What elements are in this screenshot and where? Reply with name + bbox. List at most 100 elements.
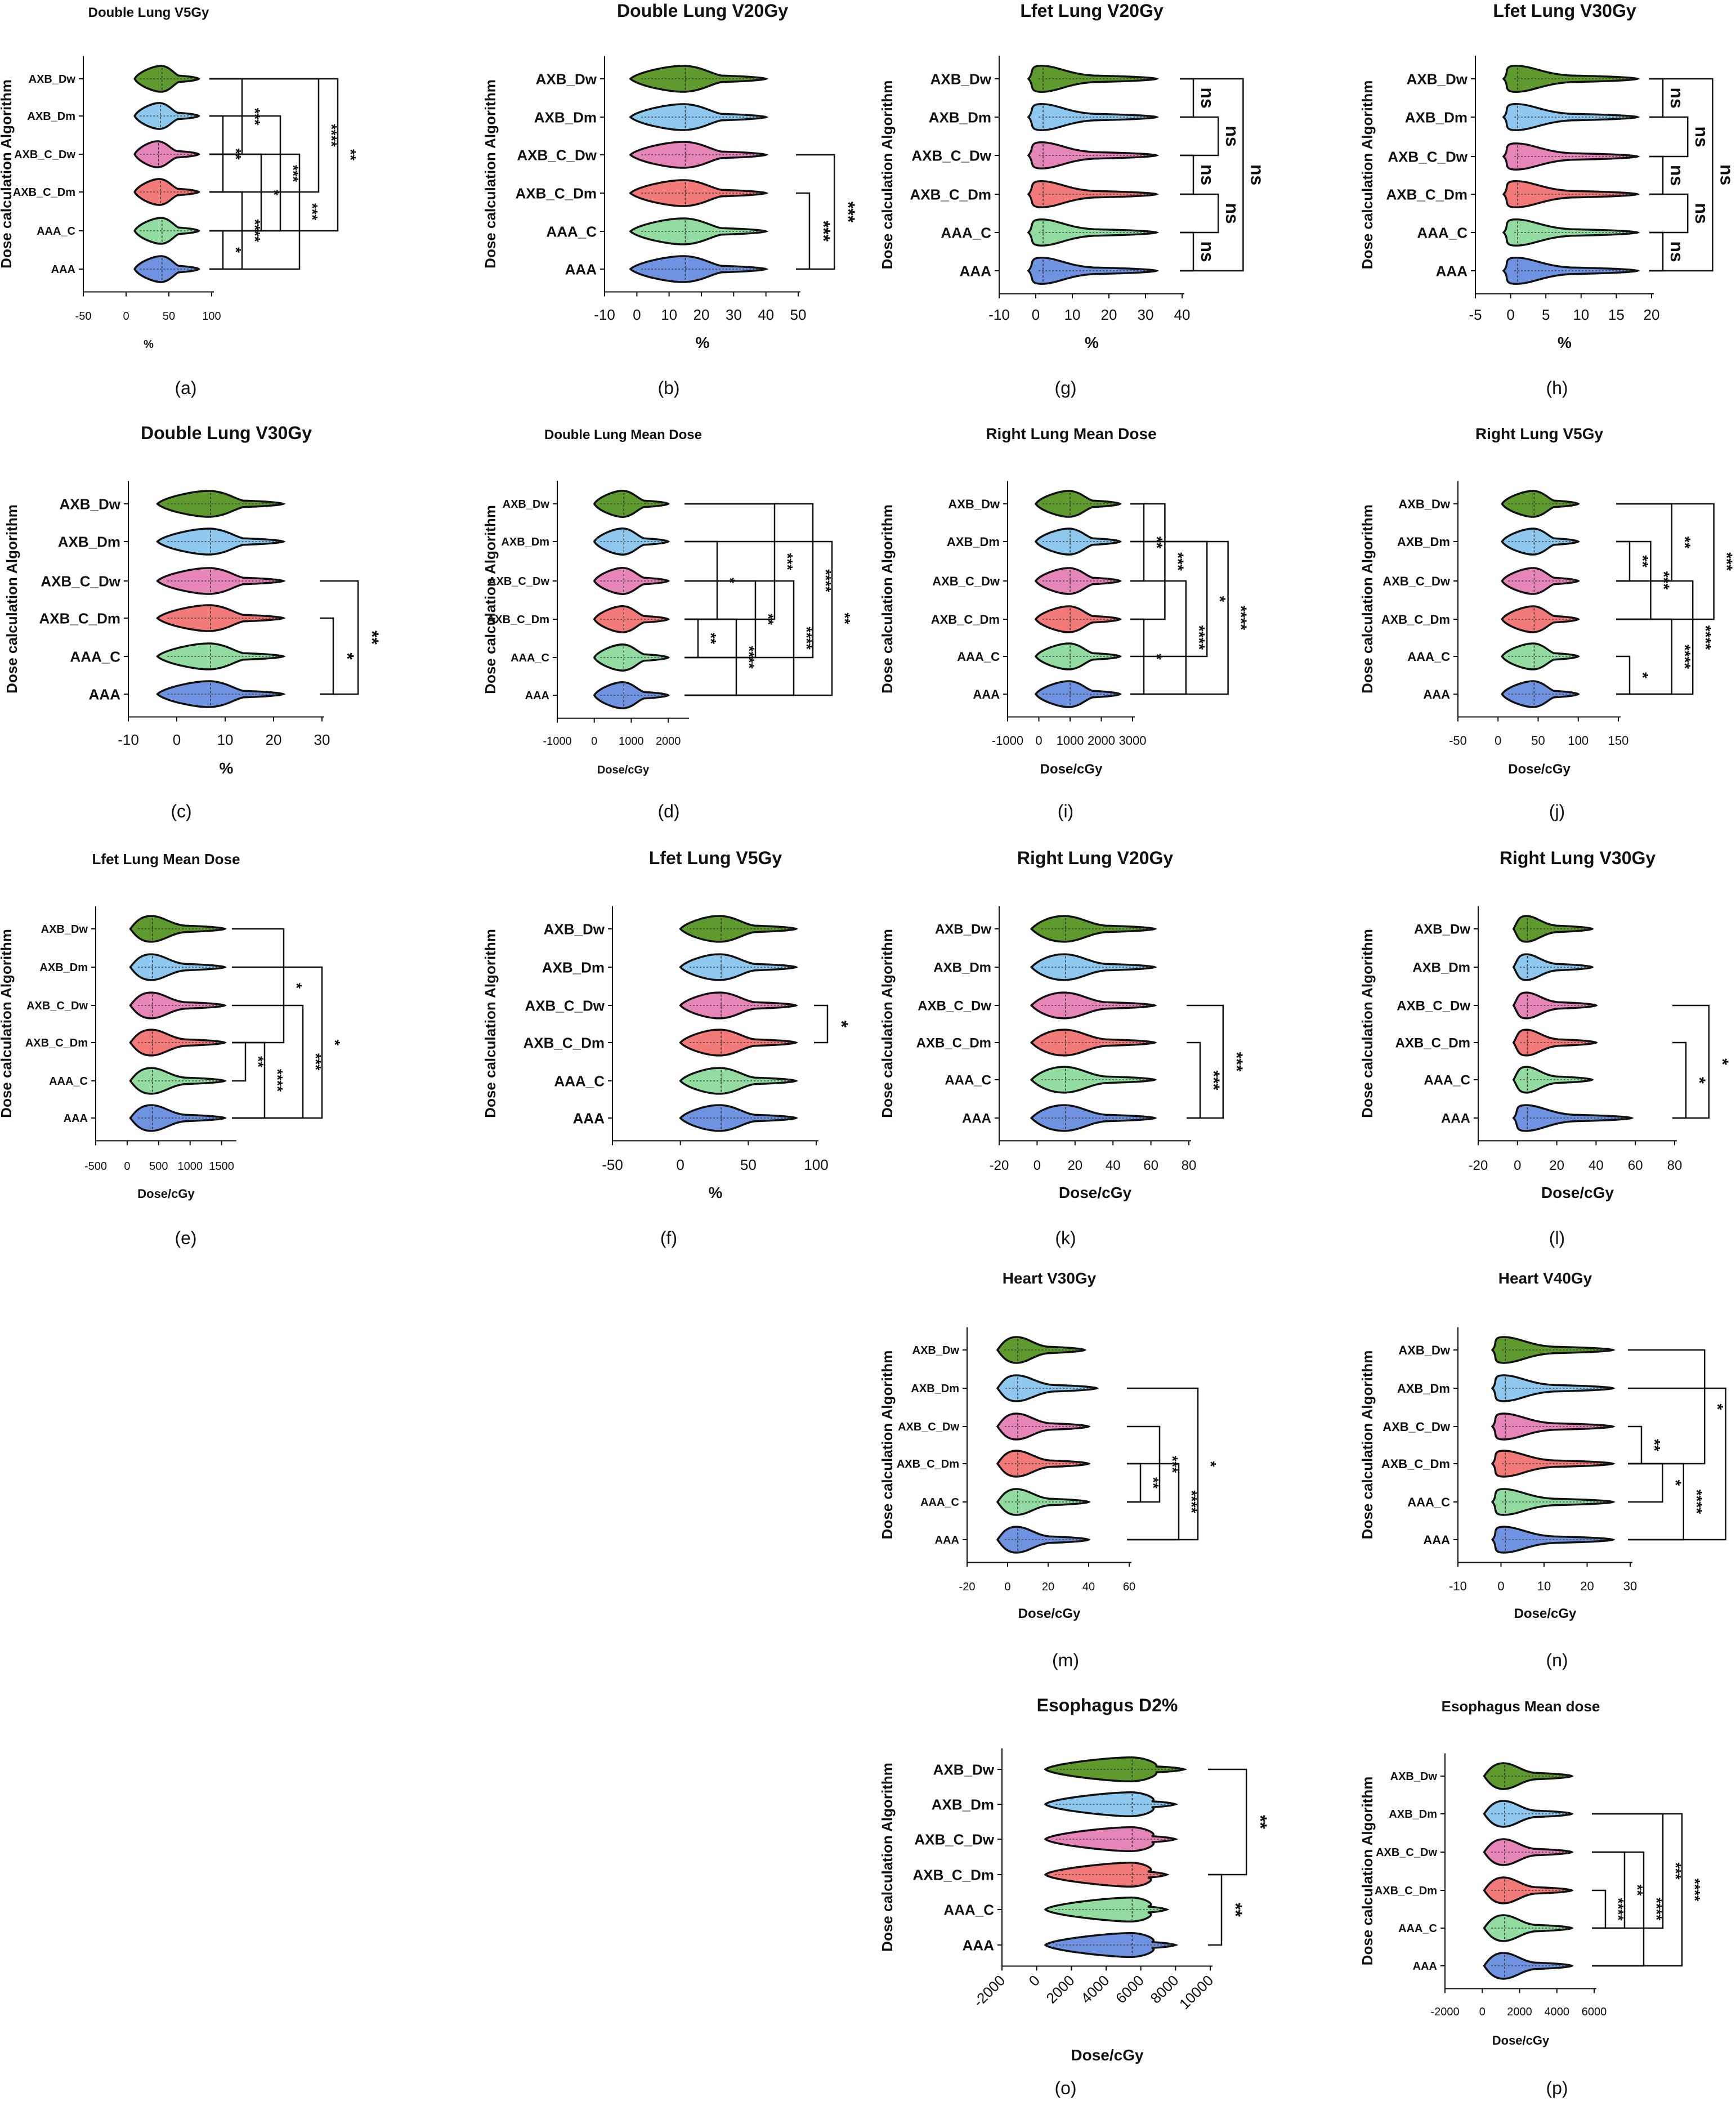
violin-axb-dm — [1027, 103, 1160, 131]
significance-label: ** — [1676, 536, 1694, 549]
x-tick-label: -10 — [594, 306, 615, 323]
category-label: AAA — [960, 262, 992, 279]
significance-label: ** — [1250, 1815, 1270, 1829]
category-label: AAA_C — [945, 1073, 991, 1088]
x-tick-label: 30 — [1138, 306, 1154, 323]
category-label: AXB_C_Dm — [931, 612, 1000, 627]
violin-axb-dm — [1491, 1374, 1616, 1402]
significance-label: * — [1667, 1480, 1684, 1486]
category-label: AXB_C_Dw — [14, 149, 75, 161]
y-axis-label: Dose calculation Algorithm — [0, 929, 15, 1118]
x-tick-label: -20 — [1469, 1158, 1488, 1173]
panel-caption: (h) — [1546, 378, 1568, 398]
category-label: AXB_Dw — [1390, 1770, 1438, 1783]
chart-panel-n: Heart V40Gy Dose calculation Algorithm -10… — [1359, 1269, 1736, 1670]
significance-bracket — [1180, 78, 1194, 118]
significance-label: *** — [304, 203, 321, 221]
x-tick-label: 10 — [217, 731, 234, 748]
chart-panel-o: Esophagus D2% Dose calculation Algorithm -… — [879, 1695, 1270, 2098]
chart-title: Lfet Lung V20Gy — [1020, 1, 1163, 21]
x-axis-label: Dose/cGy — [1059, 1184, 1132, 1201]
violin-aaa-c — [133, 217, 200, 245]
chart-panel-p: Esophagus Mean dose Dose calculation Algo… — [1359, 1698, 1703, 2098]
category-label: AAA — [565, 261, 597, 278]
category-label: AAA — [1441, 1111, 1470, 1126]
significance-label: ns — [1222, 126, 1242, 146]
significance-bracket — [1649, 231, 1664, 272]
significance-bracket — [232, 1004, 304, 1119]
significance-bracket — [1616, 503, 1673, 582]
category-label: AXB_Dm — [27, 110, 75, 123]
category-label: AXB_Dm — [534, 109, 597, 126]
category-label: AAA_C — [1417, 224, 1467, 241]
x-tick-label: 40 — [758, 306, 774, 323]
chart-panel-l: Right Lung V30Gy Dose calculation Algorit… — [1359, 848, 1731, 1248]
category-label: AAA — [1423, 687, 1450, 701]
x-tick-label: -20 — [959, 1581, 976, 1593]
x-tick-label: -20 — [990, 1158, 1009, 1173]
category-label: AXB_Dm — [1405, 109, 1467, 126]
category-label: AAA — [1413, 1960, 1437, 1973]
violin-axb-c-dm — [1502, 180, 1640, 208]
significance-bracket — [814, 1004, 829, 1044]
violin-axb-dw — [1483, 1762, 1574, 1790]
significance-label: **** — [1686, 1879, 1703, 1902]
violin-axb-c-dw — [129, 991, 227, 1020]
category-label: AXB_Dw — [503, 498, 550, 511]
category-label: AXB_Dm — [58, 533, 120, 550]
x-tick-label: 50 — [790, 306, 807, 323]
significance-label: **** — [269, 1069, 286, 1092]
x-tick-label: 3000 — [1119, 734, 1147, 748]
x-tick-label: 20 — [1644, 306, 1660, 323]
violin-axb-dw — [133, 65, 200, 93]
significance-label: * — [1634, 672, 1652, 678]
violin-aaa-c — [129, 1067, 227, 1095]
category-label: AXB_Dm — [933, 960, 991, 976]
significance-label: *** — [1227, 1052, 1246, 1071]
significance-bracket — [684, 503, 776, 620]
x-tick-label: 40 — [1589, 1158, 1604, 1173]
category-label: AXB_C_Dm — [25, 1037, 88, 1049]
category-label: AXB_C_Dw — [911, 147, 991, 164]
x-axis-label: Dose/cGy — [1492, 2033, 1550, 2047]
violin-aaa — [629, 255, 769, 283]
category-label: AXB_Dm — [39, 962, 88, 974]
y-axis-label: Dose calculation Algorithm — [1359, 504, 1376, 694]
significance-bracket — [1187, 1004, 1224, 1119]
category-label: AAA — [973, 687, 1000, 701]
chart-title: Heart V40Gy — [1498, 1269, 1592, 1287]
significance-bracket — [320, 617, 334, 695]
x-tick-label: 40 — [1082, 1581, 1095, 1593]
significance-bracket — [1208, 1768, 1247, 1876]
significance-bracket — [209, 153, 301, 270]
x-tick-label: 80 — [1667, 1158, 1683, 1173]
panel-caption: (o) — [1054, 2078, 1076, 2098]
category-label: AXB_C_Dm — [913, 1866, 995, 1883]
significance-bracket — [1628, 1425, 1643, 1465]
significance-bracket — [1127, 1387, 1199, 1541]
violin-aaa — [1491, 1526, 1616, 1554]
significance-label: **** — [1676, 645, 1694, 669]
category-label: AAA — [525, 690, 549, 702]
panel-caption: (a) — [175, 378, 196, 398]
category-label: AXB_C_Dw — [525, 997, 605, 1014]
significance-label: **** — [1233, 606, 1250, 631]
significance-label: * — [288, 983, 305, 989]
violin-aaa — [1483, 1952, 1574, 1980]
significance-bracket — [1208, 1874, 1223, 1946]
significance-label: ** — [250, 1056, 267, 1068]
category-label: AXB_C_Dm — [1395, 1036, 1470, 1051]
category-label: AAA_C — [1424, 1073, 1470, 1088]
category-label: AXB_C_Dw — [41, 573, 120, 589]
y-axis-label: Dose calculation Algorithm — [1359, 1777, 1376, 1966]
x-tick-label: 2000 — [1088, 734, 1115, 748]
chart-title: Right Lung Mean Dose — [986, 425, 1156, 442]
x-tick-label: 0 — [1004, 1581, 1010, 1593]
category-label: AXB_C_Dm — [524, 1034, 605, 1051]
significance-bracket — [1130, 540, 1229, 695]
category-label: AAA_C — [70, 648, 120, 665]
significance-bracket — [1592, 1813, 1683, 1967]
significance-bracket — [1592, 1889, 1607, 1929]
chart-title: Heart V30Gy — [1003, 1269, 1097, 1287]
category-label: AXB_C_Dm — [1375, 1885, 1437, 1897]
